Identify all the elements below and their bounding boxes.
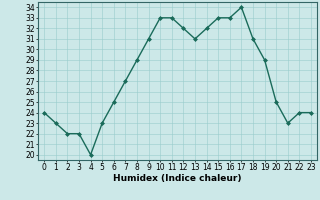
- X-axis label: Humidex (Indice chaleur): Humidex (Indice chaleur): [113, 174, 242, 183]
